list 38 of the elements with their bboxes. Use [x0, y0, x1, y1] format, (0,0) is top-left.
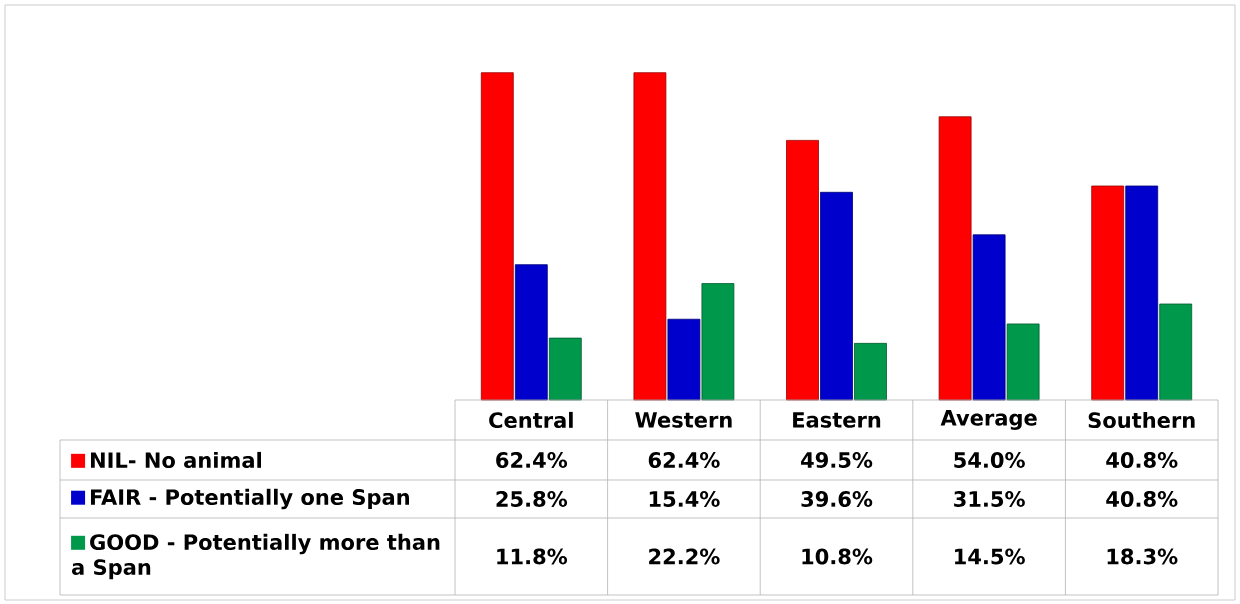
bar [786, 139, 819, 401]
data-label: 15.4% [649, 491, 720, 507]
bar [854, 342, 887, 401]
bar [820, 191, 853, 401]
bar [972, 234, 1006, 401]
bar [514, 264, 548, 401]
data-label: 62.4% [496, 452, 568, 468]
data-label: 54.0% [954, 452, 1025, 468]
data-label: 40.8% [1106, 491, 1178, 507]
legend-label: FAIR - Potentially one Span [90, 488, 409, 510]
x-tick-label: Central [489, 411, 573, 429]
data-label: 62.4% [648, 452, 720, 468]
legend-label: GOOD - Potentially more than a Span [71, 533, 440, 580]
bar [633, 72, 667, 401]
data-label: 25.8% [496, 491, 568, 507]
bar [667, 318, 701, 401]
x-tick-label: Average [940, 410, 1037, 430]
data-label: 14.5% [955, 548, 1025, 565]
bar [480, 72, 514, 401]
x-tick-label: Southern [1088, 411, 1195, 429]
bar [548, 337, 582, 401]
bar [701, 283, 735, 401]
data-label: 40.8% [1106, 452, 1178, 468]
x-tick-label: Western [635, 412, 732, 428]
bar [1125, 185, 1159, 401]
data-label: 11.8% [497, 548, 568, 565]
legend-label: NIL- No animal [90, 451, 261, 469]
bar [1091, 185, 1125, 401]
bar [938, 116, 972, 401]
x-tick-label: Eastern [793, 412, 881, 428]
bar [1159, 303, 1193, 401]
data-label: 31.5% [954, 491, 1025, 507]
data-label: 10.8% [802, 548, 873, 565]
data-label: 22.2% [649, 548, 720, 565]
data-label: 39.6% [801, 491, 873, 507]
data-label: 49.5% [801, 452, 873, 468]
data-label: 18.3% [1107, 548, 1178, 565]
bar [1006, 323, 1040, 401]
